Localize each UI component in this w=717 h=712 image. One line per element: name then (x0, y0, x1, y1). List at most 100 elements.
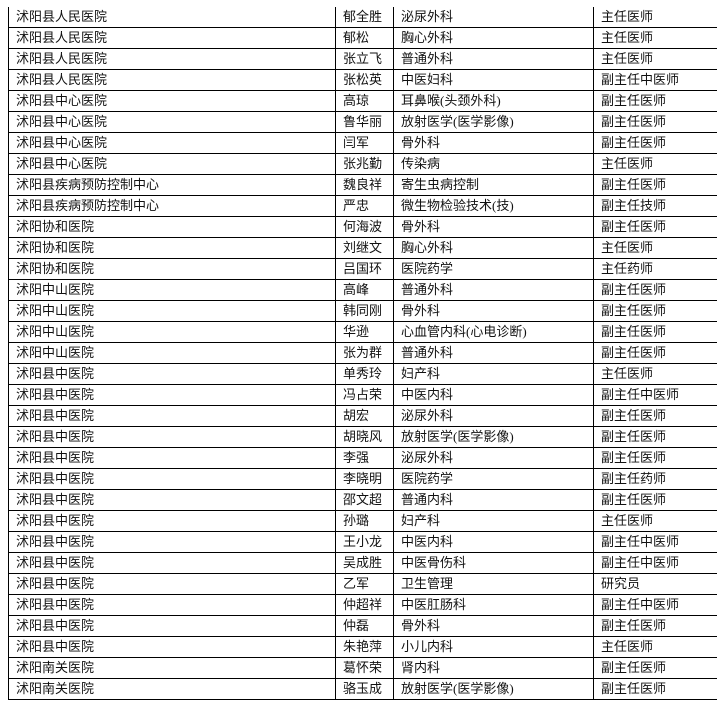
name-cell: 朱艳萍 (335, 636, 394, 658)
name-cell: 高琼 (335, 90, 394, 112)
name-cell: 单秀玲 (335, 363, 394, 385)
department-cell: 中医内科 (393, 384, 594, 406)
title-cell: 副主任医师 (593, 216, 717, 238)
department-cell: 寄生虫病控制 (393, 174, 594, 196)
table-row: 沭阳协和医院 吕国环 医院药学 主任药师 (8, 258, 717, 280)
table-row: 沭阳县中医院 胡晓风 放射医学(医学影像) 副主任医师 (8, 426, 717, 448)
table-row: 沭阳县中医院 吴成胜 中医骨伤科 副主任中医师 (8, 552, 717, 574)
name-cell: 韩同刚 (335, 300, 394, 322)
hospital-cell: 沭阳协和医院 (8, 237, 336, 259)
table-row: 沭阳县中医院 李强 泌尿外科 副主任医师 (8, 447, 717, 469)
title-cell: 副主任医师 (593, 342, 717, 364)
table-row: 沭阳协和医院 刘继文 胸心外科 主任医师 (8, 237, 717, 259)
hospital-cell: 沭阳县中医院 (8, 531, 336, 553)
hospital-cell: 沭阳县人民医院 (8, 27, 336, 49)
name-cell: 李晓明 (335, 468, 394, 490)
hospital-cell: 沭阳中山医院 (8, 342, 336, 364)
hospital-cell: 沭阳南关医院 (8, 678, 336, 700)
department-cell: 骨外科 (393, 615, 594, 637)
title-cell: 副主任药师 (593, 468, 717, 490)
title-cell: 主任医师 (593, 510, 717, 532)
title-cell: 主任医师 (593, 27, 717, 49)
hospital-cell: 沭阳县人民医院 (8, 48, 336, 70)
table-row: 沭阳县中医院 仲超祥 中医肛肠科 副主任中医师 (8, 594, 717, 616)
hospital-cell: 沭阳县中医院 (8, 552, 336, 574)
table-row: 沭阳县中医院 孙璐 妇产科 主任医师 (8, 510, 717, 532)
hospital-cell: 沭阳县中医院 (8, 573, 336, 595)
hospital-cell: 沭阳县中医院 (8, 384, 336, 406)
hospital-cell: 沭阳县中医院 (8, 405, 336, 427)
table-row: 沭阳县中医院 胡宏 泌尿外科 副主任医师 (8, 405, 717, 427)
title-cell: 副主任医师 (593, 657, 717, 679)
table-row: 沭阳县中医院 冯占荣 中医内科 副主任中医师 (8, 384, 717, 406)
department-cell: 中医妇科 (393, 69, 594, 91)
name-cell: 魏良祥 (335, 174, 394, 196)
hospital-cell: 沭阳县中心医院 (8, 153, 336, 175)
hospital-cell: 沭阳县中医院 (8, 468, 336, 490)
table-row: 沭阳县中医院 邵文超 普通内科 副主任医师 (8, 489, 717, 511)
department-cell: 肾内科 (393, 657, 594, 679)
hospital-cell: 沭阳县中医院 (8, 426, 336, 448)
department-cell: 中医肛肠科 (393, 594, 594, 616)
department-cell: 骨外科 (393, 300, 594, 322)
title-cell: 副主任医师 (593, 489, 717, 511)
table-row: 沭阳县中医院 李晓明 医院药学 副主任药师 (8, 468, 717, 490)
hospital-cell: 沭阳南关医院 (8, 657, 336, 679)
title-cell: 副主任医师 (593, 279, 717, 301)
name-cell: 张立飞 (335, 48, 394, 70)
title-cell: 副主任医师 (593, 426, 717, 448)
name-cell: 闫军 (335, 132, 394, 154)
hospital-cell: 沭阳县疾病预防控制中心 (8, 174, 336, 196)
name-cell: 冯占荣 (335, 384, 394, 406)
table-row: 沭阳县中医院 王小龙 中医内科 副主任中医师 (8, 531, 717, 553)
title-cell: 副主任医师 (593, 132, 717, 154)
department-cell: 胸心外科 (393, 27, 594, 49)
hospital-cell: 沭阳县中医院 (8, 510, 336, 532)
department-cell: 卫生管理 (393, 573, 594, 595)
department-cell: 妇产科 (393, 510, 594, 532)
department-cell: 放射医学(医学影像) (393, 426, 594, 448)
title-cell: 副主任中医师 (593, 594, 717, 616)
title-cell: 副主任技师 (593, 195, 717, 217)
title-cell: 副主任医师 (593, 447, 717, 469)
title-cell: 副主任医师 (593, 90, 717, 112)
name-cell: 邵文超 (335, 489, 394, 511)
department-cell: 普通外科 (393, 279, 594, 301)
title-cell: 副主任医师 (593, 405, 717, 427)
hospital-cell: 沭阳协和医院 (8, 216, 336, 238)
hospital-cell: 沭阳中山医院 (8, 279, 336, 301)
hospital-cell: 沭阳协和医院 (8, 258, 336, 280)
department-cell: 泌尿外科 (393, 405, 594, 427)
name-cell: 葛怀荣 (335, 657, 394, 679)
hospital-cell: 沭阳县疾病预防控制中心 (8, 195, 336, 217)
department-cell: 医院药学 (393, 468, 594, 490)
title-cell: 副主任医师 (593, 321, 717, 343)
title-cell: 副主任医师 (593, 678, 717, 700)
department-cell: 骨外科 (393, 132, 594, 154)
department-cell: 胸心外科 (393, 237, 594, 259)
title-cell: 主任药师 (593, 258, 717, 280)
name-cell: 孙璐 (335, 510, 394, 532)
name-cell: 华逊 (335, 321, 394, 343)
table-row: 沭阳中山医院 高峰 普通外科 副主任医师 (8, 279, 717, 301)
department-cell: 泌尿外科 (393, 7, 594, 28)
name-cell: 乙军 (335, 573, 394, 595)
department-cell: 普通外科 (393, 48, 594, 70)
name-cell: 鲁华丽 (335, 111, 394, 133)
name-cell: 仲超祥 (335, 594, 394, 616)
name-cell: 郁松 (335, 27, 394, 49)
title-cell: 主任医师 (593, 636, 717, 658)
department-cell: 普通外科 (393, 342, 594, 364)
table-row: 沭阳南关医院 骆玉成 放射医学(医学影像) 副主任医师 (8, 678, 717, 700)
name-cell: 吴成胜 (335, 552, 394, 574)
table-row: 沭阳县中医院 朱艳萍 小儿内科 主任医师 (8, 636, 717, 658)
department-cell: 医院药学 (393, 258, 594, 280)
title-cell: 副主任中医师 (593, 69, 717, 91)
table-row: 沭阳县人民医院 郁全胜 泌尿外科 主任医师 (8, 7, 717, 28)
table-row: 沭阳中山医院 张为群 普通外科 副主任医师 (8, 342, 717, 364)
hospital-cell: 沭阳县中医院 (8, 363, 336, 385)
department-cell: 中医内科 (393, 531, 594, 553)
hospital-cell: 沭阳中山医院 (8, 321, 336, 343)
title-cell: 副主任医师 (593, 615, 717, 637)
title-cell: 副主任中医师 (593, 552, 717, 574)
